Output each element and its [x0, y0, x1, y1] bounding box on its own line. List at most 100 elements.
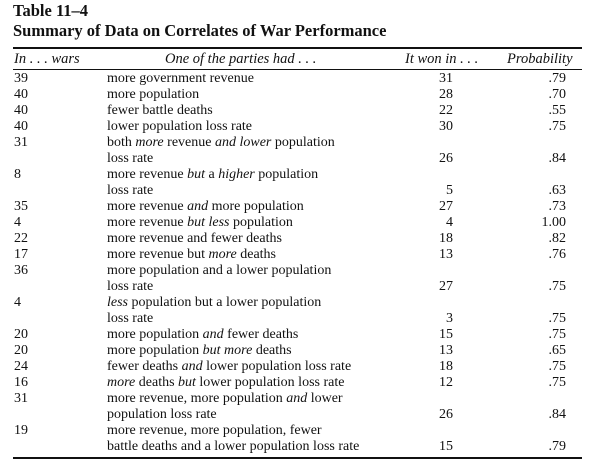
condition-line: fewer battle deaths: [107, 103, 407, 119]
probability-cell: .70: [548, 87, 567, 102]
wins-count-cell: 15: [439, 439, 453, 454]
condition-text: more revenue: [107, 215, 188, 230]
condition-line: more revenue but more deaths: [107, 247, 407, 263]
probability-cell: .55: [548, 103, 567, 118]
column-header-wars: In . . . wars: [14, 51, 80, 67]
condition-cell: more population and fewer deaths: [107, 327, 407, 343]
condition-text: loss rate: [107, 183, 154, 198]
condition-text: more government revenue: [107, 71, 254, 86]
condition-text: loss rate: [107, 151, 154, 166]
condition-cell: more population but more deaths: [107, 343, 407, 359]
table-number: Table 11–4: [13, 1, 89, 20]
condition-line: more revenue but less population: [107, 215, 407, 231]
emphasized-text: more: [135, 135, 164, 150]
table-row: 40 lower population loss rate 30 .75: [0, 119, 592, 135]
condition-text: a: [204, 167, 219, 182]
condition-cell: more revenue and fewer deaths: [107, 231, 407, 247]
condition-text: loss rate: [107, 311, 154, 326]
condition-line: more government revenue: [107, 71, 407, 87]
condition-text: population: [229, 215, 293, 230]
condition-text: fewer battle deaths: [107, 103, 213, 118]
wars-count-cell: 40: [14, 119, 28, 134]
column-header-won: It won in . . .: [405, 51, 479, 67]
table-row: 31 both more revenue and lower population…: [0, 135, 592, 167]
table-row: 16 more deaths but lower population loss …: [0, 375, 592, 391]
condition-cell: more revenue but a higher population loss…: [107, 167, 407, 199]
condition-text: more revenue: [107, 167, 188, 182]
condition-line: both more revenue and lower population: [107, 135, 407, 151]
probability-cell: .82: [548, 231, 567, 246]
condition-line: more deaths but lower population loss ra…: [107, 375, 407, 391]
emphasized-text: but less: [187, 215, 230, 230]
probability-cell: 1.00: [541, 215, 567, 230]
probability-cell: .63: [548, 183, 567, 198]
table-row: 4 more revenue but less population 4 1.00: [0, 215, 592, 231]
condition-text: more revenue, more population, fewer: [107, 423, 322, 438]
emphasized-text: more: [208, 247, 237, 262]
condition-line: more population and a lower population: [107, 263, 407, 279]
table-caption: Table 11–4 Summary of Data on Correlates…: [13, 1, 386, 41]
wars-count-cell: 4: [14, 215, 21, 230]
condition-line: loss rate: [107, 279, 407, 295]
emphasized-text: and: [187, 199, 209, 214]
top-rule: [13, 47, 582, 49]
bottom-rule: [13, 457, 582, 459]
condition-text: deaths: [135, 375, 179, 390]
probability-cell: .65: [548, 343, 567, 358]
condition-cell: fewer deaths and lower population loss r…: [107, 359, 407, 375]
condition-text: fewer deaths: [223, 327, 299, 342]
condition-text: deaths: [236, 247, 276, 262]
wins-count-cell: 5: [446, 183, 453, 198]
wars-count-cell: 39: [14, 71, 28, 86]
wars-count-cell: 4: [14, 295, 21, 310]
wins-count-cell: 18: [439, 359, 453, 374]
wins-count-cell: 3: [446, 311, 453, 326]
column-header-parties: One of the parties had . . .: [165, 51, 317, 67]
condition-cell: more government revenue: [107, 71, 407, 87]
probability-cell: .75: [548, 119, 567, 134]
wins-count-cell: 4: [446, 215, 453, 230]
wins-count-cell: 18: [439, 231, 453, 246]
probability-cell: .84: [548, 151, 567, 166]
table-row: 17 more revenue but more deaths 13 .76: [0, 247, 592, 263]
table-header: In . . . wars One of the parties had . .…: [0, 49, 592, 69]
condition-cell: lower population loss rate: [107, 119, 407, 135]
emphasized-text: and lower: [214, 135, 272, 150]
condition-text: deaths: [252, 343, 292, 358]
condition-cell: more revenue and more population: [107, 199, 407, 215]
condition-cell: more deaths but lower population loss ra…: [107, 375, 407, 391]
condition-line: less population but a lower population: [107, 295, 407, 311]
wars-count-cell: 17: [14, 247, 28, 262]
wars-count-cell: 20: [14, 343, 28, 358]
condition-cell: both more revenue and lower population lo…: [107, 135, 407, 167]
condition-line: fewer deaths and lower population loss r…: [107, 359, 407, 375]
condition-line: more revenue, more population, fewer: [107, 423, 407, 439]
probability-cell: .75: [548, 279, 567, 294]
condition-text: more population: [107, 327, 203, 342]
wars-count-cell: 16: [14, 375, 28, 390]
table-row: 35 more revenue and more population 27 .73: [0, 199, 592, 215]
table-row: 4 less population but a lower population l…: [0, 295, 592, 327]
condition-line: loss rate: [107, 311, 407, 327]
wars-count-cell: 19: [14, 423, 28, 438]
wars-count-cell: 22: [14, 231, 28, 246]
table-row: 20 more population but more deaths 13 .65: [0, 343, 592, 359]
table-row: 19 more revenue, more population, fewer ba…: [0, 423, 592, 455]
condition-text: population but a lower population: [128, 295, 322, 310]
wars-count-cell: 31: [14, 391, 28, 406]
condition-cell: fewer battle deaths: [107, 103, 407, 119]
table-row: 40 more population 28 .70: [0, 87, 592, 103]
condition-line: loss rate: [107, 151, 407, 167]
table-row: 36 more population and a lower population…: [0, 263, 592, 295]
wins-count-cell: 15: [439, 327, 453, 342]
condition-text: more population: [208, 199, 304, 214]
wins-count-cell: 26: [439, 151, 453, 166]
emphasized-text: less: [107, 295, 128, 310]
probability-cell: .73: [548, 199, 567, 214]
table-row: 39 more government revenue 31 .79: [0, 71, 592, 87]
condition-line: population loss rate: [107, 407, 407, 423]
emphasized-text: higher: [218, 167, 255, 182]
condition-cell: more revenue but more deaths: [107, 247, 407, 263]
condition-line: more revenue but a higher population: [107, 167, 407, 183]
